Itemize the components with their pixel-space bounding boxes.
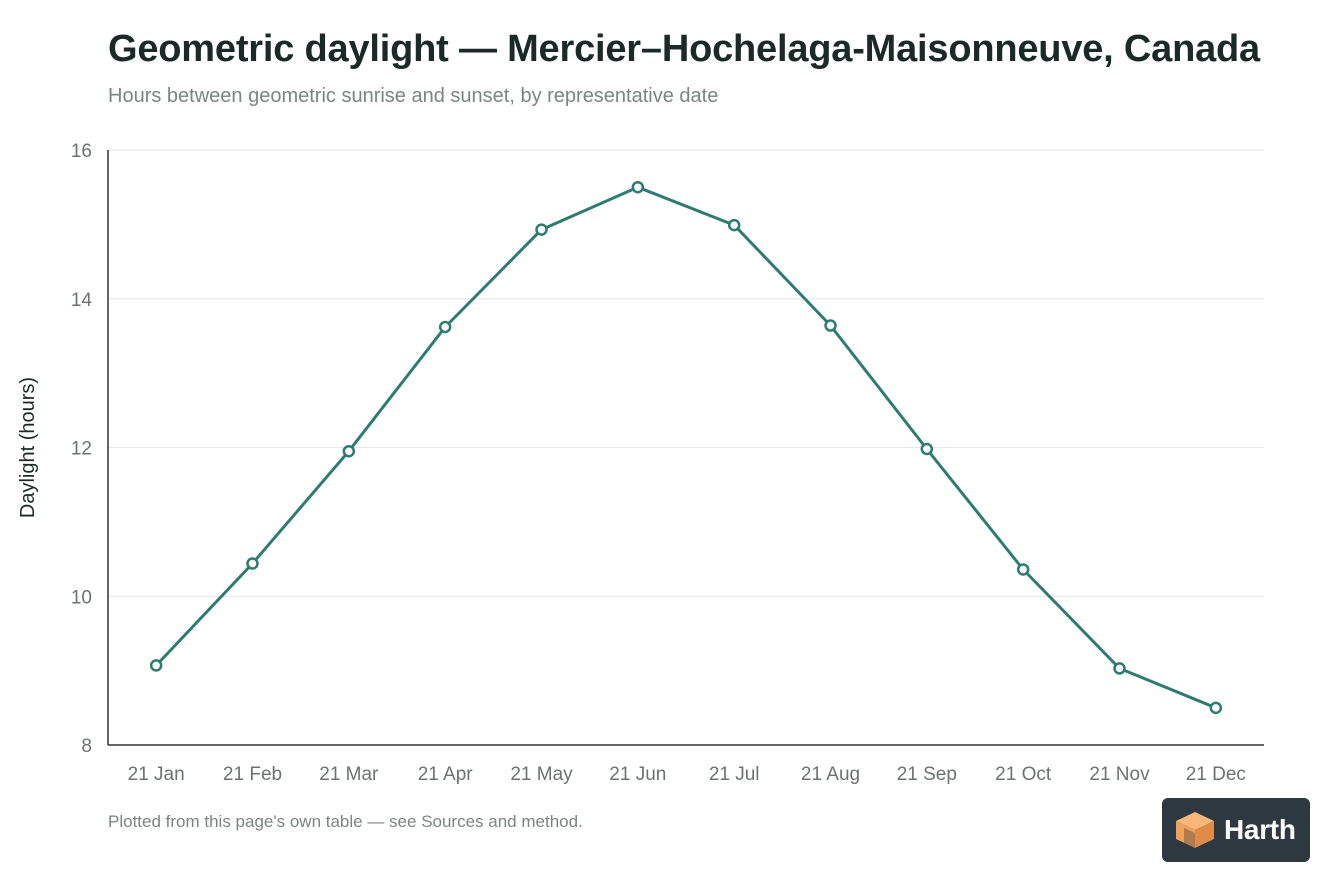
y-tick-label: 14: [71, 290, 93, 311]
harth-logo-icon: [1176, 812, 1214, 848]
harth-logo-text: Harth: [1224, 814, 1296, 845]
x-tick-label: 21 Nov: [1089, 764, 1150, 785]
data-point: [535, 223, 548, 236]
harth-logo: Harth: [1162, 798, 1310, 862]
data-point: [1016, 563, 1030, 576]
y-axis-label: Daylight (hours): [17, 377, 39, 518]
data-point: [438, 320, 452, 334]
data-point: [824, 319, 837, 332]
chart-title: Geometric daylight — Mercier–Hochelaga-M…: [108, 28, 1260, 70]
data-point: [920, 442, 934, 456]
x-tick-label: 21 Mar: [319, 764, 379, 785]
data-point: [631, 180, 645, 194]
data-point: [246, 557, 259, 570]
y-tick-label: 16: [71, 141, 92, 162]
y-tick-label: 8: [81, 736, 92, 757]
x-tick-label: 21 Apr: [418, 764, 474, 785]
x-tick-label: 21 Oct: [995, 764, 1052, 785]
x-tick-label: 21 Jun: [609, 764, 666, 785]
x-tick-label: 21 Aug: [801, 764, 860, 785]
footnote: Plotted from this page's own table — see…: [108, 812, 583, 831]
x-tick-label: 21 Sep: [897, 764, 957, 785]
daylight-line-chart: 8 10 12 14 16 21 Jan 21 Feb 21 Mar 21 Apr 21 May 2…: [17, 141, 1264, 785]
x-tick-label: 21 Dec: [1186, 764, 1246, 785]
y-tick-label: 10: [71, 587, 92, 608]
data-point: [1113, 662, 1126, 675]
x-tick-label: 21 Jul: [709, 764, 760, 785]
data-point: [727, 218, 741, 232]
chart-subtitle: Hours between geometric sunrise and suns…: [108, 85, 719, 107]
y-tick-label: 12: [71, 439, 92, 460]
data-point: [149, 659, 163, 672]
series-line: [154, 185, 1218, 710]
data-point: [1209, 701, 1223, 715]
x-tick-label: 21 May: [510, 764, 573, 785]
x-tick-label: 21 Feb: [223, 764, 282, 785]
x-tick-label: 21 Jan: [128, 764, 185, 785]
data-point: [342, 444, 356, 458]
